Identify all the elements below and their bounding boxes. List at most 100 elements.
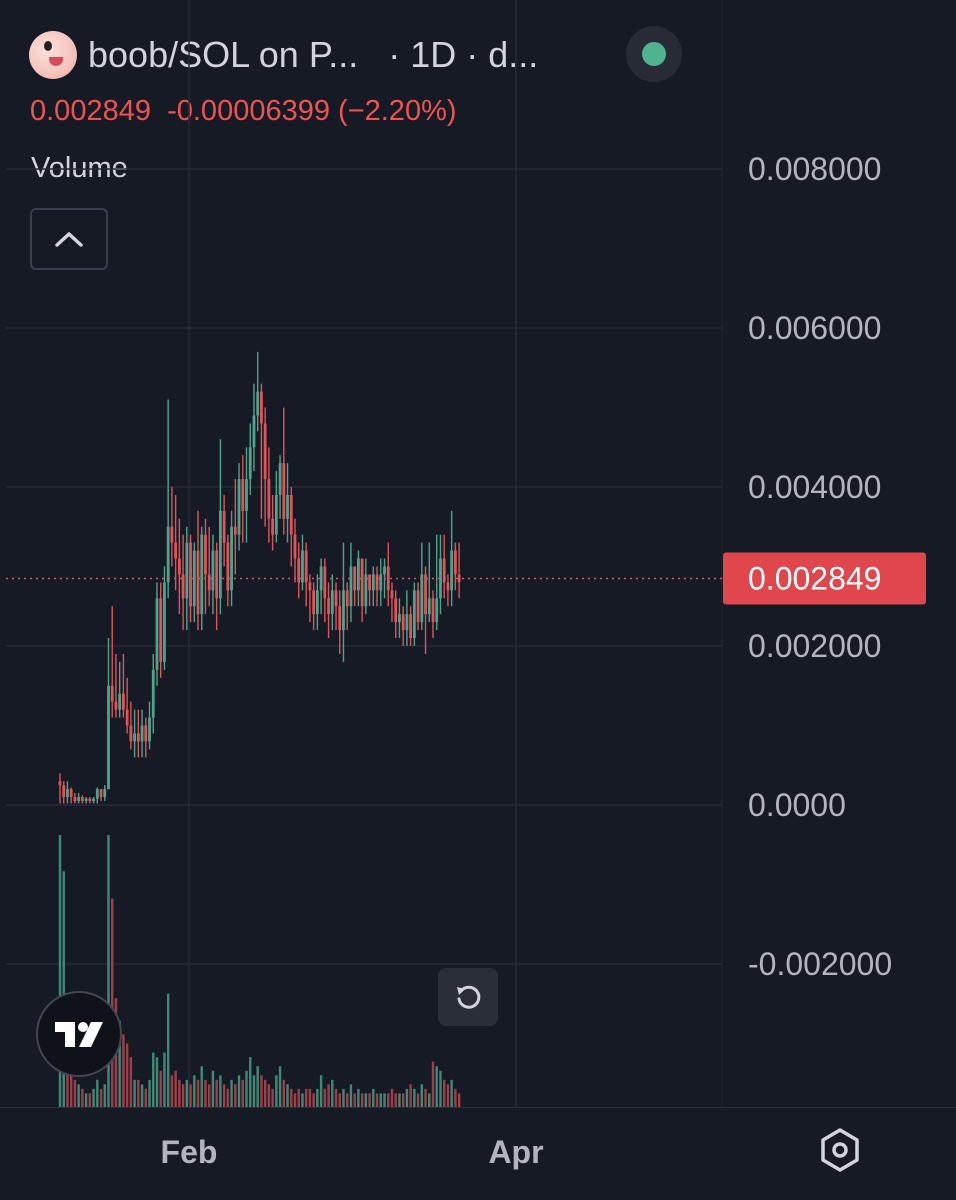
volume-bar — [446, 1084, 450, 1107]
volume-bar — [185, 1079, 189, 1107]
candle — [189, 534, 192, 623]
candle-body — [379, 574, 383, 591]
candle — [159, 582, 163, 678]
token-avatar-icon[interactable] — [29, 31, 77, 79]
candle-body — [170, 526, 174, 543]
candle-body — [88, 798, 92, 802]
volume-bar — [107, 835, 110, 1107]
volume-bar — [144, 1088, 147, 1107]
volume-bar — [174, 1070, 177, 1107]
candle — [148, 701, 151, 750]
volume-bar — [282, 1079, 285, 1107]
candle — [371, 566, 375, 607]
candle — [73, 793, 77, 804]
price-summary: 0.002849 -0.00006399 (−2.20%) — [30, 95, 457, 128]
volume-bar — [424, 1088, 427, 1107]
candle — [267, 447, 271, 543]
candle — [394, 590, 398, 639]
candle-body — [200, 534, 204, 615]
volume-bar — [372, 1088, 375, 1107]
candle-body — [446, 582, 450, 591]
candle-body — [312, 590, 316, 615]
volume-bar — [442, 1079, 446, 1107]
candle-body — [338, 606, 342, 631]
collapse-indicators-button[interactable] — [30, 208, 108, 270]
candle-body — [196, 550, 200, 615]
candle-body — [218, 510, 222, 599]
volume-bar — [428, 1093, 431, 1107]
candle — [226, 534, 230, 607]
volume-bar — [73, 1079, 77, 1107]
candle — [274, 471, 278, 543]
candle-body — [107, 685, 110, 790]
candle — [241, 455, 245, 543]
chart-settings-button[interactable] — [818, 1126, 862, 1174]
candle-body — [118, 693, 122, 710]
candle — [338, 590, 342, 654]
volume-bar — [226, 1088, 230, 1107]
candle-body — [66, 789, 69, 798]
volume-bar — [379, 1093, 382, 1107]
candle — [334, 582, 338, 631]
volume-bar — [416, 1093, 420, 1107]
candle-body — [114, 701, 118, 710]
candle — [412, 582, 416, 646]
chevron-up-icon — [55, 232, 83, 247]
candle — [118, 661, 122, 718]
candle — [286, 463, 289, 543]
candle — [163, 566, 166, 670]
candle-body — [349, 566, 353, 607]
candle-body — [304, 550, 308, 583]
tradingview-logo-icon[interactable] — [36, 991, 122, 1077]
candle — [237, 463, 241, 551]
volume-indicator-label[interactable]: Volume — [31, 152, 128, 184]
candle — [439, 534, 442, 615]
candle — [125, 677, 129, 734]
candle — [360, 558, 364, 623]
candle — [107, 638, 110, 790]
candle — [375, 566, 379, 607]
candle-body — [166, 526, 170, 583]
candle — [323, 558, 327, 623]
candle-body — [330, 590, 334, 615]
reset-chart-button[interactable] — [438, 968, 498, 1026]
volume-bar — [211, 1070, 215, 1107]
live-status-icon — [642, 42, 666, 66]
volume-bar — [222, 1084, 226, 1107]
candle-body — [185, 542, 189, 599]
volume-bar — [237, 1075, 241, 1107]
candle-body — [394, 598, 398, 623]
candle — [450, 510, 454, 607]
volume-bar — [88, 1093, 92, 1107]
candle-body — [245, 479, 248, 511]
candle-body — [151, 669, 155, 718]
candle — [271, 494, 275, 551]
volume-bar — [375, 1093, 379, 1107]
symbol-title[interactable]: boob/SOL on P... · 1D · d... — [88, 34, 539, 75]
candle-body — [226, 542, 230, 591]
candle-body — [133, 733, 136, 742]
price-change-percent: (−2.20%) — [338, 95, 457, 127]
volume-bar — [368, 1093, 371, 1107]
candle-body — [136, 733, 140, 742]
candle — [416, 582, 420, 631]
candle — [424, 566, 427, 654]
candle-body — [110, 685, 114, 702]
market-status-indicator[interactable] — [626, 26, 682, 82]
candle — [99, 789, 103, 802]
time-tick-label: Feb — [161, 1134, 218, 1170]
volume-bar — [346, 1093, 349, 1107]
volume-bar — [260, 1075, 263, 1107]
candle-body — [431, 598, 435, 623]
price-tick-label: 0.006000 — [748, 310, 881, 346]
volume-bar — [431, 1061, 435, 1107]
candle — [95, 787, 99, 804]
candle — [114, 653, 118, 718]
candle — [342, 542, 345, 662]
volume-bar — [323, 1088, 327, 1107]
candle-body — [301, 550, 304, 583]
volume-bar — [390, 1088, 394, 1107]
volume-bar — [349, 1084, 353, 1107]
candle-body — [289, 494, 293, 535]
